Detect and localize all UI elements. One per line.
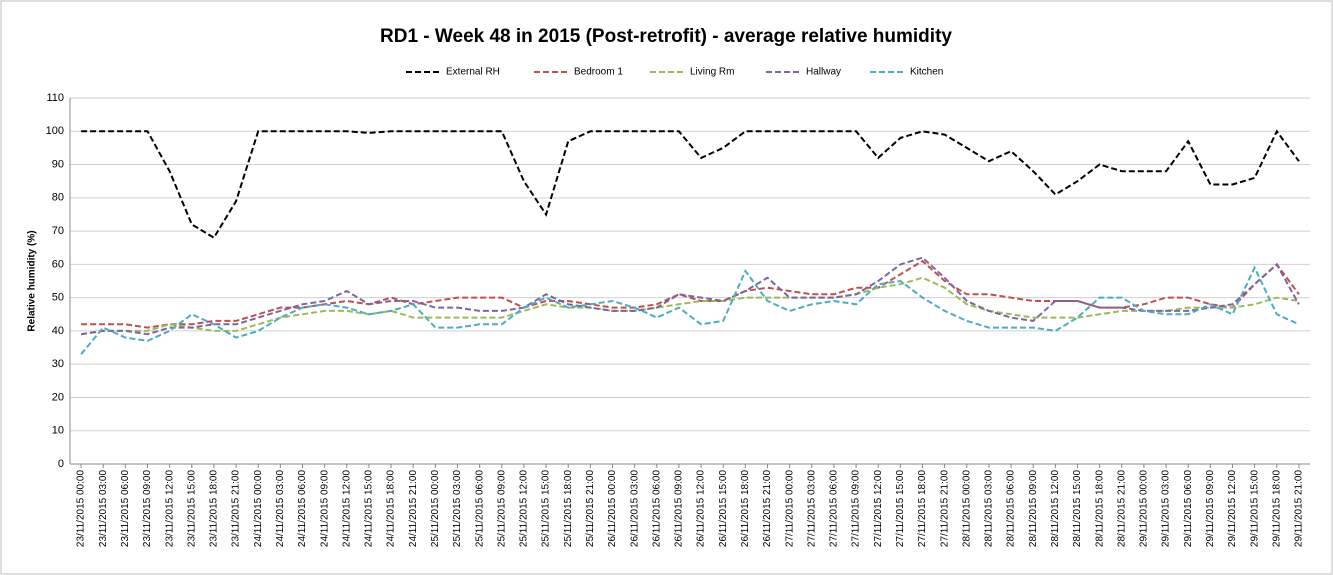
x-tick-label: 28/11/2015 21:00 [1116, 470, 1127, 548]
x-tick-label: 26/11/2015 18:00 [740, 470, 751, 548]
x-tick-label: 27/11/2015 00:00 [784, 470, 795, 548]
x-tick-label: 23/11/2015 12:00 [164, 470, 175, 548]
x-tick-label: 27/11/2015 21:00 [939, 470, 950, 548]
x-tick-label: 27/11/2015 18:00 [917, 470, 928, 548]
y-tick-label: 60 [52, 258, 64, 270]
x-tick-label: 23/11/2015 09:00 [142, 470, 153, 548]
series-line [80, 265, 1300, 355]
x-tick-label: 25/11/2015 00:00 [430, 470, 441, 548]
y-tick-label: 50 [52, 292, 64, 304]
y-tick-label: 40 [52, 325, 64, 337]
x-tick-label: 26/11/2015 21:00 [762, 470, 773, 548]
legend-label: Bedroom 1 [574, 67, 623, 78]
x-tick-label: 25/11/2015 12:00 [519, 470, 530, 548]
x-tick-label: 23/11/2015 18:00 [209, 470, 220, 548]
x-tick-label: 25/11/2015 21:00 [585, 470, 596, 548]
x-tick-label: 24/11/2015 03:00 [275, 470, 286, 548]
y-tick-label: 80 [52, 192, 64, 204]
x-tick-label: 28/11/2015 18:00 [1094, 470, 1105, 548]
x-tick-label: 27/11/2015 15:00 [895, 470, 906, 548]
y-tick-label: 90 [52, 158, 64, 170]
y-tick-label: 110 [46, 92, 64, 104]
x-tick-label: 25/11/2015 03:00 [452, 470, 463, 548]
x-tick-label: 29/11/2015 21:00 [1294, 470, 1305, 548]
y-tick-label: 30 [52, 358, 64, 370]
x-tick-label: 29/11/2015 00:00 [1139, 470, 1150, 548]
x-tick-label: 29/11/2015 09:00 [1205, 470, 1216, 548]
x-tick-label: 26/11/2015 12:00 [696, 470, 707, 548]
legend-label: Living Rm [690, 67, 734, 78]
x-tick-label: 26/11/2015 00:00 [607, 470, 618, 548]
x-tick-label: 27/11/2015 09:00 [851, 470, 862, 548]
x-tick-label: 26/11/2015 06:00 [651, 470, 662, 548]
series-line [81, 129, 1300, 240]
x-tick-label: 29/11/2015 15:00 [1249, 470, 1260, 548]
legend-label: Hallway [806, 67, 841, 78]
x-tick-label: 25/11/2015 06:00 [474, 470, 485, 548]
x-tick-label: 23/11/2015 03:00 [98, 470, 109, 548]
x-tick-label: 26/11/2015 15:00 [718, 470, 729, 548]
x-tick-label: 27/11/2015 03:00 [806, 470, 817, 548]
x-tick-label: 24/11/2015 15:00 [364, 470, 375, 548]
x-tick-label: 24/11/2015 12:00 [341, 470, 352, 548]
x-tick-label: 28/11/2015 00:00 [961, 470, 972, 548]
x-tick-label: 29/11/2015 03:00 [1161, 470, 1172, 548]
legend-label: Kitchen [910, 67, 943, 78]
x-tick-label: 24/11/2015 09:00 [319, 470, 330, 548]
y-tick-label: 70 [52, 225, 64, 237]
y-axis-label: Relative humidity (%) [27, 230, 38, 331]
y-tick-label: 10 [52, 425, 64, 437]
x-tick-label: 24/11/2015 18:00 [386, 470, 397, 548]
series-line [80, 276, 1300, 336]
x-tick-label: 28/11/2015 09:00 [1028, 470, 1039, 548]
x-tick-label: 28/11/2015 15:00 [1072, 470, 1083, 548]
x-tick-label: 26/11/2015 09:00 [674, 470, 685, 548]
x-tick-label: 29/11/2015 06:00 [1183, 470, 1194, 548]
x-tick-label: 28/11/2015 06:00 [1006, 470, 1017, 548]
x-tick-label: 29/11/2015 12:00 [1227, 470, 1238, 548]
series-line [81, 259, 1300, 329]
x-tick-label: 25/11/2015 15:00 [541, 470, 552, 548]
x-tick-label: 26/11/2015 03:00 [629, 470, 640, 548]
x-tick-label: 24/11/2015 21:00 [408, 470, 419, 548]
x-tick-label: 24/11/2015 06:00 [297, 470, 308, 548]
x-tick-label: 23/11/2015 00:00 [76, 470, 87, 548]
x-tick-label: 23/11/2015 21:00 [231, 470, 242, 548]
y-tick-label: 20 [52, 391, 64, 403]
x-tick-label: 27/11/2015 06:00 [829, 470, 840, 548]
x-tick-label: 27/11/2015 12:00 [873, 470, 884, 548]
x-tick-label: 25/11/2015 09:00 [496, 470, 507, 548]
x-tick-label: 29/11/2015 18:00 [1271, 470, 1282, 548]
y-tick-label: 0 [58, 458, 64, 470]
series-line [80, 256, 1300, 336]
x-tick-label: 25/11/2015 18:00 [563, 470, 574, 548]
x-tick-label: 23/11/2015 15:00 [186, 470, 197, 548]
x-tick-label: 23/11/2015 06:00 [120, 470, 131, 548]
y-tick-label: 100 [46, 125, 64, 137]
x-tick-label: 24/11/2015 00:00 [253, 470, 264, 548]
chart-title: RD1 - Week 48 in 2015 (Post-retrofit) - … [380, 26, 952, 47]
x-tick-label: 28/11/2015 03:00 [984, 470, 995, 548]
x-tick-label: 28/11/2015 12:00 [1050, 470, 1061, 548]
legend-label: External RH [446, 67, 500, 78]
